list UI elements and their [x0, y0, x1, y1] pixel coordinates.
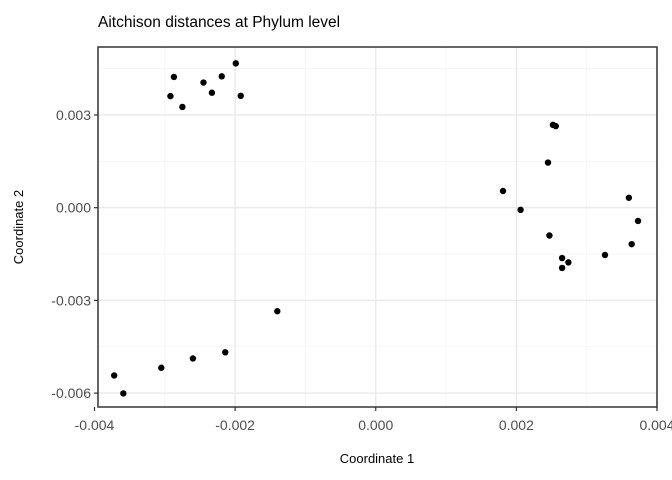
- data-point: [565, 259, 572, 266]
- y-axis-title: Coordinate 2: [11, 190, 26, 264]
- data-point: [499, 187, 507, 195]
- y-tick-label: 0.003: [56, 107, 91, 123]
- data-point: [232, 60, 240, 67]
- data-point: [158, 364, 165, 371]
- plot-panel-border: [97, 46, 658, 408]
- y-tick-label: 0.000: [56, 200, 91, 216]
- data-point: [237, 92, 244, 100]
- data-point: [222, 349, 229, 356]
- data-point: [634, 217, 642, 225]
- data-point: [189, 355, 197, 362]
- data-point: [167, 92, 174, 100]
- y-axis: -0.006 -0.003 0.000 0.003: [51, 107, 98, 401]
- data-point: [179, 103, 186, 111]
- data-point: [628, 240, 635, 248]
- data-point: [200, 79, 207, 86]
- data-point: [546, 232, 553, 239]
- chart-title: Aitchison distances at Phylum level: [98, 14, 340, 31]
- plot-panel-background: [98, 47, 657, 407]
- data-point: [544, 159, 552, 166]
- data-point: [517, 206, 524, 214]
- x-tick-label: 0.002: [499, 417, 534, 433]
- x-axis: -0.004 -0.002 0.000 0.002 0.004: [75, 407, 672, 433]
- data-point: [558, 254, 566, 262]
- x-tick-label: -0.004: [75, 417, 115, 433]
- x-tick-label: 0.000: [358, 417, 393, 433]
- data-point: [218, 73, 225, 80]
- data-point: [170, 73, 178, 81]
- data-point: [558, 264, 566, 272]
- data-points: [110, 60, 642, 397]
- x-tick-label: 0.004: [639, 417, 672, 433]
- data-point: [625, 194, 633, 201]
- x-tick-label: -0.002: [215, 417, 255, 433]
- data-point: [552, 122, 559, 130]
- data-point: [120, 390, 127, 397]
- y-tick-label: -0.006: [51, 385, 91, 401]
- data-point: [601, 251, 609, 259]
- data-point: [208, 89, 216, 96]
- data-point: [110, 372, 118, 379]
- data-point: [274, 308, 281, 315]
- y-tick-label: -0.003: [51, 292, 91, 308]
- x-axis-title: Coordinate 1: [340, 451, 414, 466]
